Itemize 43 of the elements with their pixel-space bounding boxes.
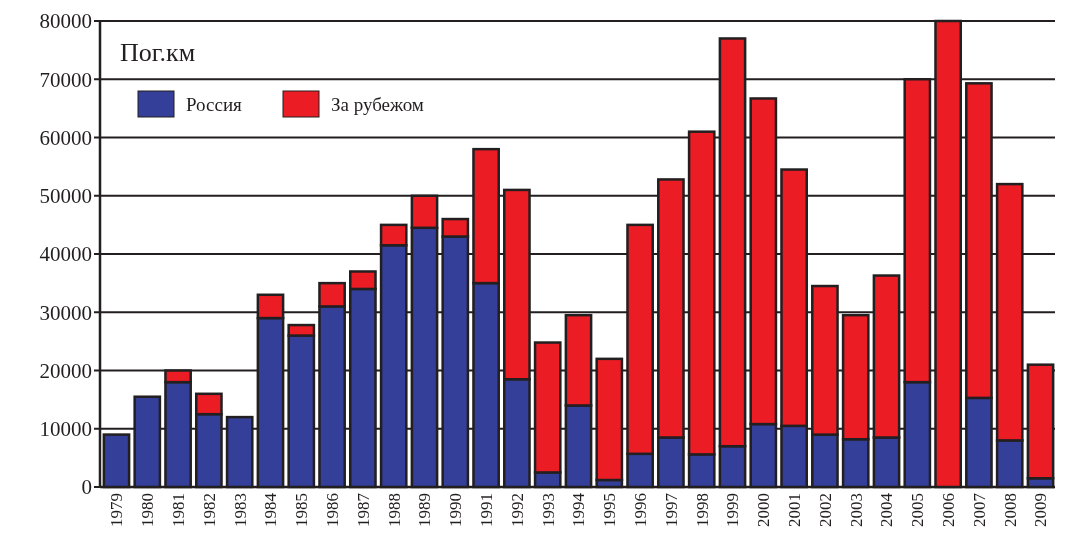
x-tick-label: 1997 [661,492,681,527]
y-tick-label: 40000 [39,242,92,267]
y-tick-label: 50000 [39,184,92,209]
x-tick-label: 1991 [477,493,497,527]
x-tick-label: 2002 [815,493,835,527]
legend-label: За рубежом [331,93,424,115]
x-tick-label: 2001 [785,493,805,527]
x-tick-label: 2003 [846,493,866,527]
x-tick-label: 1983 [230,493,250,527]
x-tick-label: 1998 [692,493,712,527]
y-tick-label: 30000 [39,300,92,325]
y-tick-label: 60000 [39,125,92,150]
y-tick-label: 10000 [39,417,92,442]
x-tick-label: 1990 [446,493,466,527]
x-tick-label: 2006 [939,493,959,527]
x-tick-label: 2004 [877,492,897,527]
y-tick-label: 20000 [39,358,92,383]
x-tick-label: 2005 [908,493,928,527]
x-tick-label: 1979 [107,493,127,527]
x-tick-label: 2008 [1000,493,1020,527]
x-tick-label: 2009 [1031,493,1051,527]
x-tick-label: 1984 [261,492,281,527]
x-tick-label: 1986 [323,493,343,527]
x-tick-label: 2000 [754,493,774,527]
x-tick-label: 1988 [384,493,404,527]
x-tick-label: 1999 [723,493,743,527]
y-tick-label: 70000 [39,67,92,92]
x-tick-label: 1993 [538,493,558,527]
x-tick-label: 1996 [631,493,651,527]
x-tick-label: 1980 [138,493,158,527]
y-tick-label: 80000 [39,9,92,34]
x-tick-label: 1985 [292,493,312,527]
y-axis-title: Пог.км [120,38,196,67]
x-tick-label: 2007 [969,492,989,527]
y-tick-label: 0 [81,475,92,500]
x-tick-label: 1987 [353,492,373,527]
x-tick-label: 1995 [600,493,620,527]
x-tick-label: 1994 [569,492,589,527]
legend-label: Россия [186,93,243,115]
x-tick-label: 1992 [507,493,527,527]
x-tick-label: 1982 [199,493,219,527]
x-tick-label: 1981 [169,493,189,527]
x-tick-label: 1989 [415,493,435,527]
